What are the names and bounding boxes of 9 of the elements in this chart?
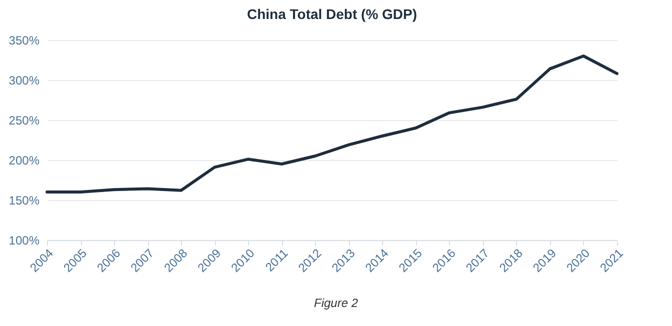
y-tick-label: 150% bbox=[8, 194, 40, 208]
y-tick-label: 350% bbox=[8, 34, 40, 48]
y-tick-label: 300% bbox=[8, 74, 40, 88]
y-tick-label: 200% bbox=[8, 154, 40, 168]
line-series bbox=[46, 54, 618, 194]
caption: Figure 2 bbox=[312, 296, 360, 310]
y-tick-label: 250% bbox=[8, 114, 40, 128]
y-tick-label: 100% bbox=[8, 234, 40, 248]
chart-title: China Total Debt (% GDP) bbox=[246, 6, 418, 22]
